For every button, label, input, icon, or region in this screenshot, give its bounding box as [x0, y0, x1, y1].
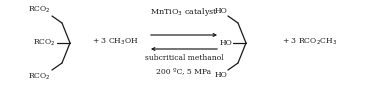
- Text: RCO$_2$: RCO$_2$: [33, 38, 56, 48]
- Text: RCO$_2$: RCO$_2$: [28, 71, 51, 82]
- Text: RCO$_2$: RCO$_2$: [28, 5, 51, 15]
- Text: MnTiO$_3$ catalyst: MnTiO$_3$ catalyst: [150, 6, 218, 18]
- Text: HO: HO: [214, 71, 227, 79]
- Text: HO: HO: [214, 7, 227, 15]
- Text: 200 ºC, 5 MPa: 200 ºC, 5 MPa: [156, 67, 212, 75]
- Text: HO: HO: [219, 39, 232, 47]
- Text: + 3 CH$_3$OH: + 3 CH$_3$OH: [91, 37, 138, 47]
- Text: + 3 RCO$_2$CH$_3$: + 3 RCO$_2$CH$_3$: [282, 37, 338, 47]
- Text: subcritical methanol: subcritical methanol: [145, 54, 223, 62]
